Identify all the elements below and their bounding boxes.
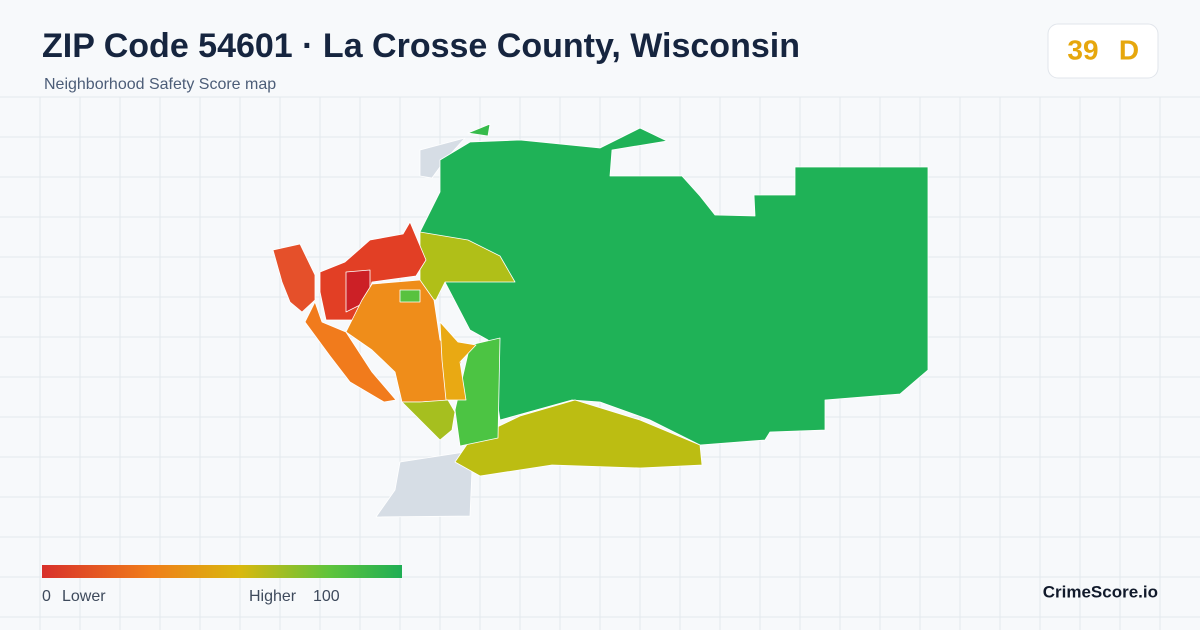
legend-min-label: Lower [62, 588, 106, 605]
score: 39 [1067, 34, 1098, 65]
legend-min: 0 [42, 588, 51, 605]
subtitle: Neighborhood Safety Score map [44, 76, 276, 93]
region [401, 399, 456, 441]
brand: CrimeScore.io [1043, 582, 1158, 601]
region [467, 123, 491, 137]
region [399, 289, 421, 303]
region [454, 337, 501, 447]
region [454, 399, 703, 477]
legend-max-label: Higher [249, 588, 297, 605]
title: ZIP Code 54601 · La Crosse County, Wisco… [42, 27, 800, 65]
legend-bar [42, 565, 402, 578]
water [419, 137, 466, 179]
region [419, 127, 929, 446]
score-badge [1047, 23, 1159, 79]
region [304, 301, 397, 403]
region [439, 321, 477, 401]
region [272, 243, 316, 313]
legend-max: 100 [313, 588, 340, 605]
grade: D [1119, 34, 1139, 65]
map [272, 123, 929, 518]
